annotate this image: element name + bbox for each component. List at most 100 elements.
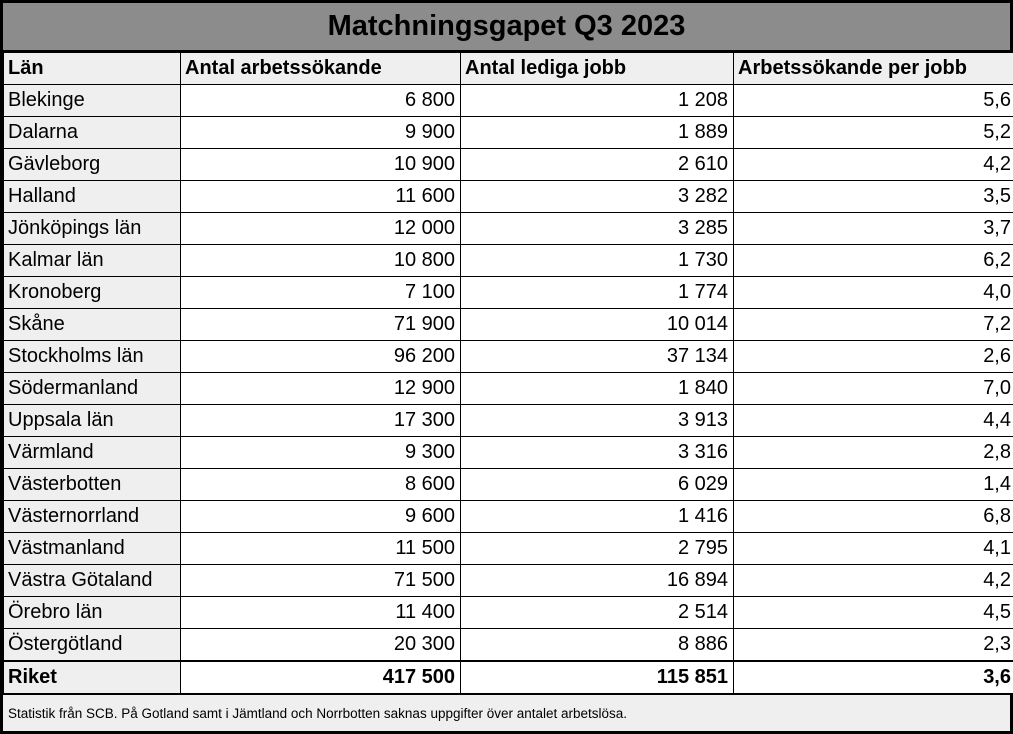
table-body: Blekinge 6 800 1 208 5,6 Dalarna 9 900 1…: [3, 84, 1013, 662]
cell-per-jobb: 4,1: [733, 532, 1013, 565]
table-row: Örebro län 11 400 2 514 4,5: [3, 596, 1013, 629]
cell-arbetssokande: 11 600: [180, 180, 461, 213]
cell-arbetssokande: 71 900: [180, 308, 461, 341]
cell-per-jobb: 2,8: [733, 436, 1013, 469]
cell-lan: Örebro län: [3, 596, 181, 629]
cell-lan: Södermanland: [3, 372, 181, 405]
cell-per-jobb: 2,6: [733, 340, 1013, 373]
cell-lan: Kronoberg: [3, 276, 181, 309]
cell-arbetssokande: 7 100: [180, 276, 461, 309]
table-title: Matchningsgapet Q3 2023: [3, 3, 1010, 52]
cell-arbetssokande: 96 200: [180, 340, 461, 373]
cell-lediga-jobb: 16 894: [460, 564, 734, 597]
cell-lediga-jobb: 1 730: [460, 244, 734, 277]
cell-lan: Västra Götaland: [3, 564, 181, 597]
cell-arbetssokande: 6 800: [180, 84, 461, 117]
cell-lediga-jobb: 3 282: [460, 180, 734, 213]
cell-lan: Blekinge: [3, 84, 181, 117]
column-header-per-jobb: Arbetssökande per jobb: [733, 52, 1013, 85]
cell-lediga-jobb: 2 795: [460, 532, 734, 565]
cell-arbetssokande: 10 800: [180, 244, 461, 277]
cell-per-jobb: 2,3: [733, 628, 1013, 662]
table-row: Dalarna 9 900 1 889 5,2: [3, 116, 1013, 149]
table-row: Västernorrland 9 600 1 416 6,8: [3, 500, 1013, 533]
cell-lediga-jobb: 1 416: [460, 500, 734, 533]
cell-lediga-jobb: 3 316: [460, 436, 734, 469]
cell-arbetssokande: 9 600: [180, 500, 461, 533]
table-row: Stockholms län 96 200 37 134 2,6: [3, 340, 1013, 373]
cell-per-jobb: 5,6: [733, 84, 1013, 117]
cell-per-jobb: 7,0: [733, 372, 1013, 405]
total-label: Riket: [3, 660, 181, 695]
cell-lediga-jobb: 1 774: [460, 276, 734, 309]
cell-per-jobb: 4,2: [733, 564, 1013, 597]
table-row: Västerbotten 8 600 6 029 1,4: [3, 468, 1013, 501]
table-row: Gävleborg 10 900 2 610 4,2: [3, 148, 1013, 181]
matchningsgapet-table: Län Antal arbetssökande Antal lediga job…: [3, 52, 1013, 695]
total-row: Riket 417 500 115 851 3,6: [3, 660, 1013, 695]
column-header-lan: Län: [3, 52, 181, 85]
cell-arbetssokande: 8 600: [180, 468, 461, 501]
table-header: Län Antal arbetssökande Antal lediga job…: [3, 52, 1013, 85]
table-row: Blekinge 6 800 1 208 5,6: [3, 84, 1013, 117]
cell-arbetssokande: 9 300: [180, 436, 461, 469]
source-note: Statistik från SCB. På Gotland samt i Jä…: [3, 695, 1010, 731]
cell-per-jobb: 5,2: [733, 116, 1013, 149]
cell-per-jobb: 6,2: [733, 244, 1013, 277]
cell-lan: Västerbotten: [3, 468, 181, 501]
cell-per-jobb: 3,7: [733, 212, 1013, 245]
cell-lan: Gävleborg: [3, 148, 181, 181]
cell-lediga-jobb: 3 285: [460, 212, 734, 245]
cell-per-jobb: 6,8: [733, 500, 1013, 533]
cell-lan: Västmanland: [3, 532, 181, 565]
cell-lan: Kalmar län: [3, 244, 181, 277]
cell-per-jobb: 7,2: [733, 308, 1013, 341]
cell-lediga-jobb: 10 014: [460, 308, 734, 341]
cell-lediga-jobb: 37 134: [460, 340, 734, 373]
column-header-arbetssokande: Antal arbetssökande: [180, 52, 461, 85]
table-row: Södermanland 12 900 1 840 7,0: [3, 372, 1013, 405]
cell-lediga-jobb: 8 886: [460, 628, 734, 662]
cell-lan: Stockholms län: [3, 340, 181, 373]
header-row: Län Antal arbetssökande Antal lediga job…: [3, 52, 1013, 85]
cell-per-jobb: 3,5: [733, 180, 1013, 213]
cell-arbetssokande: 10 900: [180, 148, 461, 181]
cell-lediga-jobb: 1 889: [460, 116, 734, 149]
cell-per-jobb: 4,5: [733, 596, 1013, 629]
cell-lan: Jönköpings län: [3, 212, 181, 245]
cell-lan: Halland: [3, 180, 181, 213]
cell-per-jobb: 1,4: [733, 468, 1013, 501]
table-row: Kalmar län 10 800 1 730 6,2: [3, 244, 1013, 277]
column-header-lediga-jobb: Antal lediga jobb: [460, 52, 734, 85]
cell-per-jobb: 4,2: [733, 148, 1013, 181]
cell-lediga-jobb: 2 514: [460, 596, 734, 629]
cell-lediga-jobb: 3 913: [460, 404, 734, 437]
table-row: Kronoberg 7 100 1 774 4,0: [3, 276, 1013, 309]
cell-lediga-jobb: 1 840: [460, 372, 734, 405]
cell-lan: Västernorrland: [3, 500, 181, 533]
cell-lan: Uppsala län: [3, 404, 181, 437]
cell-lediga-jobb: 2 610: [460, 148, 734, 181]
total-cell-per-jobb: 3,6: [733, 660, 1013, 695]
cell-lan: Skåne: [3, 308, 181, 341]
table-row: Värmland 9 300 3 316 2,8: [3, 436, 1013, 469]
cell-arbetssokande: 12 000: [180, 212, 461, 245]
cell-arbetssokande: 71 500: [180, 564, 461, 597]
total-cell-arbetssokande: 417 500: [180, 660, 461, 695]
total-cell-lediga-jobb: 115 851: [460, 660, 734, 695]
cell-lediga-jobb: 1 208: [460, 84, 734, 117]
table-row: Östergötland 20 300 8 886 2,3: [3, 628, 1013, 662]
cell-arbetssokande: 9 900: [180, 116, 461, 149]
table-row: Västmanland 11 500 2 795 4,1: [3, 532, 1013, 565]
cell-arbetssokande: 11 500: [180, 532, 461, 565]
cell-arbetssokande: 12 900: [180, 372, 461, 405]
cell-arbetssokande: 17 300: [180, 404, 461, 437]
cell-per-jobb: 4,0: [733, 276, 1013, 309]
cell-lan: Östergötland: [3, 628, 181, 662]
table-row: Västra Götaland 71 500 16 894 4,2: [3, 564, 1013, 597]
cell-lediga-jobb: 6 029: [460, 468, 734, 501]
cell-arbetssokande: 20 300: [180, 628, 461, 662]
table-row: Jönköpings län 12 000 3 285 3,7: [3, 212, 1013, 245]
table-row: Skåne 71 900 10 014 7,2: [3, 308, 1013, 341]
